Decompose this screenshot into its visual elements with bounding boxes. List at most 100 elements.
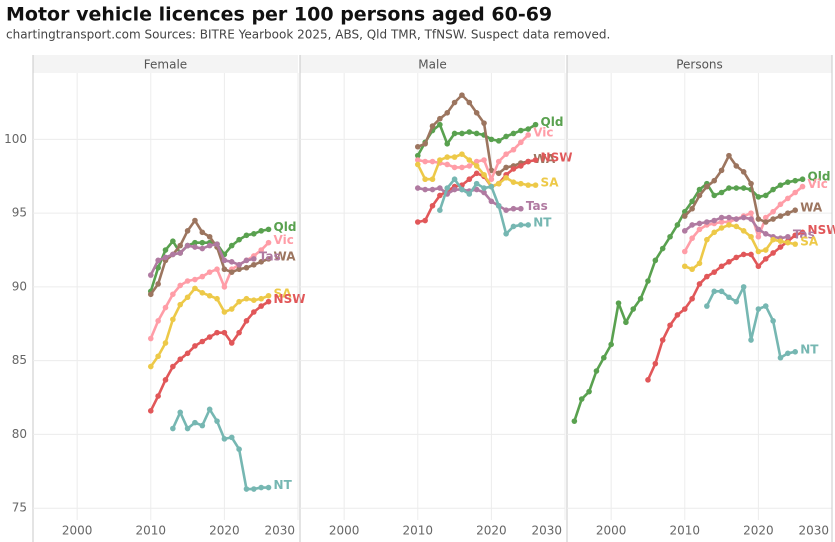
data-point — [792, 189, 798, 196]
data-point — [711, 269, 718, 275]
data-point — [495, 138, 502, 144]
data-point — [726, 214, 732, 221]
series-label: Vic — [808, 177, 828, 191]
data-point — [770, 236, 776, 243]
data-point — [792, 177, 798, 184]
data-point — [518, 139, 524, 146]
data-point — [726, 185, 732, 191]
data-point — [451, 99, 458, 106]
data-point — [510, 130, 517, 137]
data-point — [473, 186, 480, 193]
data-point — [147, 363, 154, 370]
data-point — [740, 214, 747, 221]
data-point — [192, 419, 198, 426]
data-point — [718, 225, 725, 231]
data-point — [258, 303, 264, 309]
data-point — [718, 263, 725, 270]
data-point — [777, 213, 784, 219]
data-point — [155, 318, 161, 324]
data-point — [184, 242, 191, 249]
data-point — [459, 92, 465, 98]
data-point — [681, 228, 688, 234]
data-point — [667, 322, 673, 329]
data-point — [510, 179, 517, 185]
data-point — [755, 226, 762, 233]
data-point — [214, 241, 220, 247]
data-point — [503, 151, 509, 157]
data-point — [466, 163, 473, 169]
data-point — [177, 301, 184, 308]
data-point — [689, 198, 695, 205]
data-point — [593, 368, 600, 374]
data-point — [674, 222, 681, 228]
data-point — [755, 248, 762, 255]
data-point — [437, 185, 443, 191]
data-point — [206, 242, 213, 249]
data-point — [265, 484, 272, 491]
data-point — [422, 217, 428, 224]
data-point — [170, 316, 176, 323]
data-point — [689, 295, 695, 302]
data-point — [755, 306, 762, 312]
series-line — [171, 408, 269, 491]
data-point — [265, 239, 272, 246]
data-point — [681, 213, 688, 219]
data-point — [667, 233, 673, 240]
data-point — [777, 238, 784, 244]
panel-header — [33, 55, 298, 73]
data-point — [785, 239, 791, 246]
data-point — [170, 238, 176, 244]
data-point — [228, 340, 235, 346]
data-point — [451, 186, 458, 193]
y-tick-label: 85 — [12, 353, 27, 367]
series-label: Tas — [259, 249, 281, 263]
data-point — [777, 182, 784, 188]
data-point — [799, 229, 806, 236]
data-point — [199, 338, 206, 345]
panel-title: Female — [144, 58, 187, 72]
x-tick-label: 2000 — [62, 524, 93, 538]
data-point — [429, 123, 436, 129]
data-point — [792, 241, 798, 247]
data-point — [503, 164, 509, 171]
data-point — [762, 192, 769, 199]
x-tick-label: 2010 — [670, 524, 701, 538]
data-point — [459, 151, 465, 157]
y-tick-label: 90 — [12, 279, 27, 293]
data-point — [785, 195, 791, 202]
data-point — [199, 273, 206, 280]
data-point — [429, 158, 436, 165]
data-point — [659, 245, 666, 252]
data-point — [740, 169, 747, 175]
data-point — [258, 247, 264, 253]
data-point — [265, 298, 272, 305]
data-point — [170, 251, 176, 258]
series-line — [705, 285, 796, 360]
data-point — [525, 126, 531, 132]
data-point — [718, 167, 725, 174]
data-point — [755, 194, 762, 200]
data-point — [755, 233, 762, 240]
x-tick-label: 2030 — [798, 524, 829, 538]
data-point — [251, 297, 257, 303]
data-point — [495, 158, 502, 165]
series-label: NT — [533, 215, 552, 229]
data-point — [162, 304, 169, 311]
data-point — [518, 205, 524, 212]
data-point — [518, 180, 524, 187]
data-point — [243, 232, 250, 239]
data-point — [243, 257, 250, 264]
data-point — [762, 247, 769, 253]
x-tick-label: 2000 — [329, 524, 360, 538]
data-point — [162, 254, 169, 261]
data-point — [437, 157, 443, 163]
data-point — [726, 294, 732, 301]
data-point — [623, 319, 629, 326]
data-point — [228, 434, 235, 441]
data-point — [221, 309, 228, 315]
data-point — [177, 409, 184, 416]
data-point — [711, 217, 718, 224]
data-point — [236, 298, 242, 305]
data-point — [503, 231, 509, 237]
data-point — [525, 132, 531, 138]
